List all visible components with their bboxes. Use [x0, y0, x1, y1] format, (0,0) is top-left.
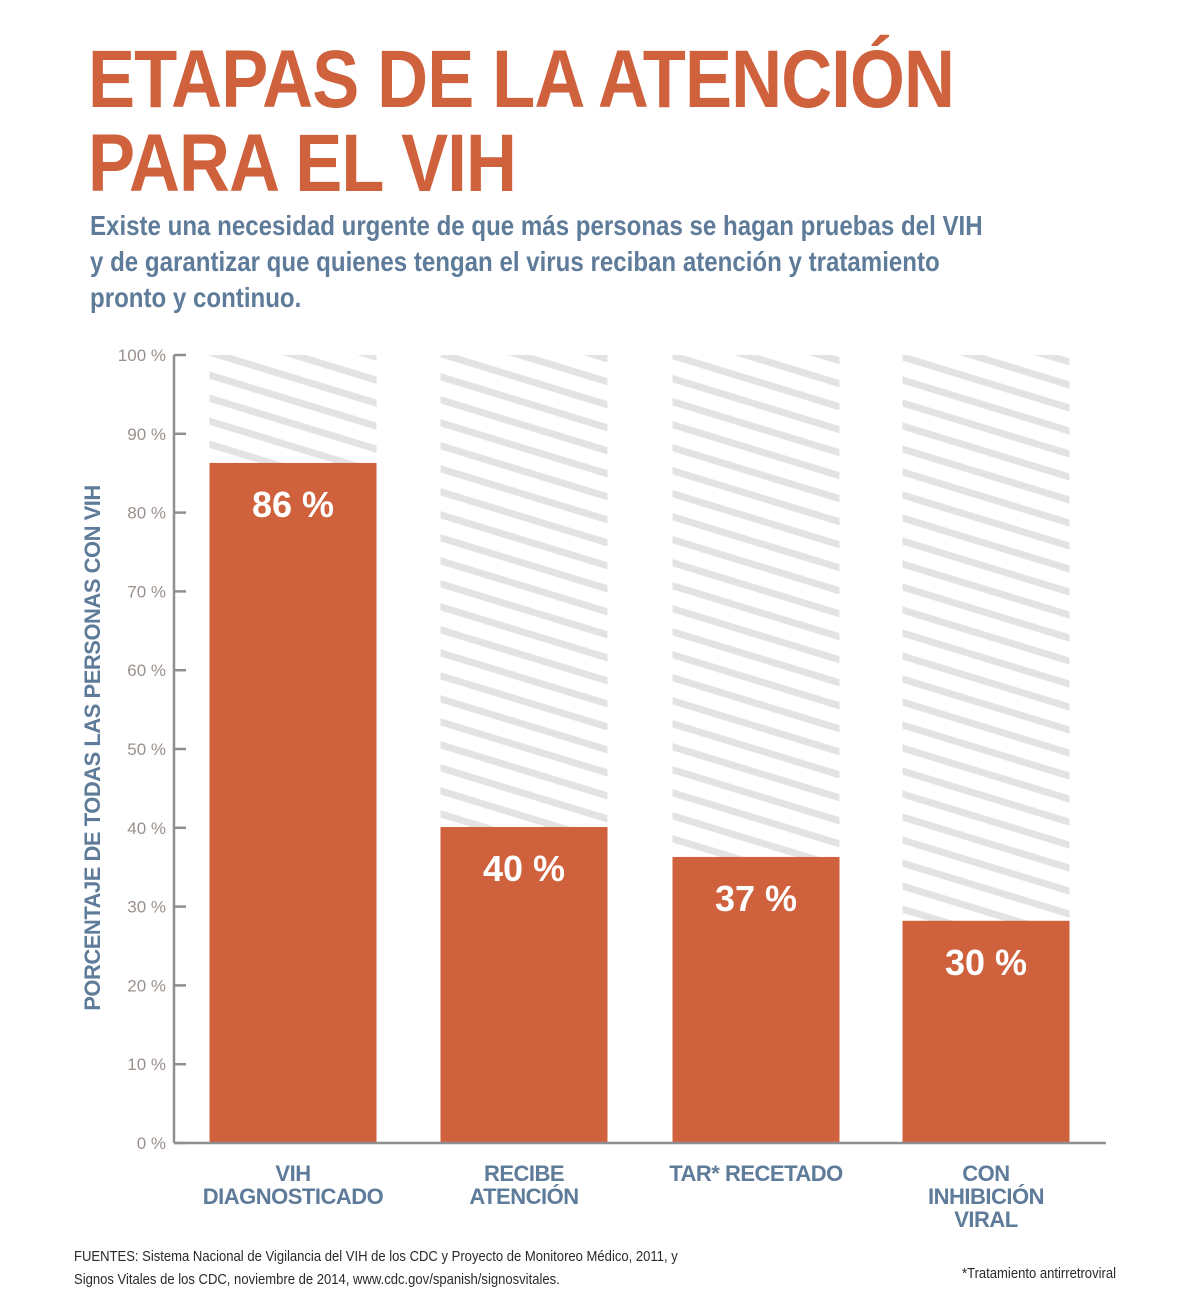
source-note: FUENTES: Sistema Nacional de Vigilancia …	[74, 1246, 678, 1292]
subtitle-line-3: pronto y continuo.	[90, 282, 302, 313]
title-line-1: ETAPAS DE LA ATENCIÓN	[88, 34, 955, 125]
y-tick-label: 80 %	[127, 504, 166, 523]
data-label: 30 %	[945, 942, 1027, 983]
bar	[672, 856, 840, 1143]
y-tick-label: 60 %	[127, 661, 166, 680]
y-tick-label: 90 %	[127, 425, 166, 444]
y-tick-label: 30 %	[127, 898, 166, 917]
source-line-1: FUENTES: Sistema Nacional de Vigilancia …	[74, 1249, 678, 1265]
category-label: CON INHIBICIÓN VIRAL	[876, 1162, 1096, 1231]
subtitle-line-2: y de garantizar que quienes tengan el vi…	[90, 246, 940, 277]
category-label-line: CON	[962, 1161, 1010, 1186]
subtitle-line-1: Existe una necesidad urgente de que más …	[90, 210, 983, 241]
y-tick-label: 10 %	[127, 1055, 166, 1074]
y-tick-label: 50 %	[127, 740, 166, 759]
category-label: TAR* RECETADO	[646, 1162, 866, 1185]
page-title: ETAPAS DE LA ATENCIÓN PARA EL VIH	[88, 34, 955, 209]
y-axis-title-text: PORCENTAJE DE TODAS LAS PERSONAS CON VIH	[80, 485, 105, 1011]
data-label: 40 %	[483, 848, 565, 889]
title-line-2: PARA EL VIH	[88, 118, 517, 209]
y-tick-label: 20 %	[127, 976, 166, 995]
y-tick-label: 70 %	[127, 582, 166, 601]
bar	[902, 920, 1070, 1143]
category-label-line: TAR* RECETADO	[669, 1161, 843, 1186]
category-label-line: ATENCIÓN	[469, 1184, 579, 1209]
category-label-line: DIAGNOSTICADO	[202, 1184, 384, 1209]
data-label: 37 %	[715, 878, 797, 919]
category-label-line: VIRAL	[954, 1207, 1018, 1232]
category-label: VIH DIAGNOSTICADO	[183, 1162, 403, 1208]
bar	[440, 827, 608, 1143]
category-label-line: INHIBICIÓN	[928, 1184, 1045, 1209]
category-label-line: VIH	[275, 1161, 311, 1186]
value-labels: 86 % 40 % 37 % 30 %	[252, 484, 1027, 983]
footnote: *Tratamiento antirretroviral	[962, 1266, 1116, 1282]
data-label: 86 %	[252, 484, 334, 525]
y-ticks: 0 % 10 % 20 % 30 % 40 % 50 % 60 % 70 % 80 % 90 % 1…	[118, 346, 186, 1153]
y-tick-label: 0 %	[137, 1134, 166, 1153]
category-label: RECIBE ATENCIÓN	[414, 1162, 634, 1208]
y-tick-label: 40 %	[127, 819, 166, 838]
bars	[209, 462, 1070, 1143]
subtitle: Existe una necesidad urgente de que más …	[90, 208, 1122, 316]
category-label-line: RECIBE	[483, 1161, 565, 1186]
bar	[209, 462, 377, 1143]
y-tick-label: 100 %	[118, 346, 166, 365]
source-line-2: Signos Vitales de los CDC, noviembre de …	[74, 1272, 560, 1288]
